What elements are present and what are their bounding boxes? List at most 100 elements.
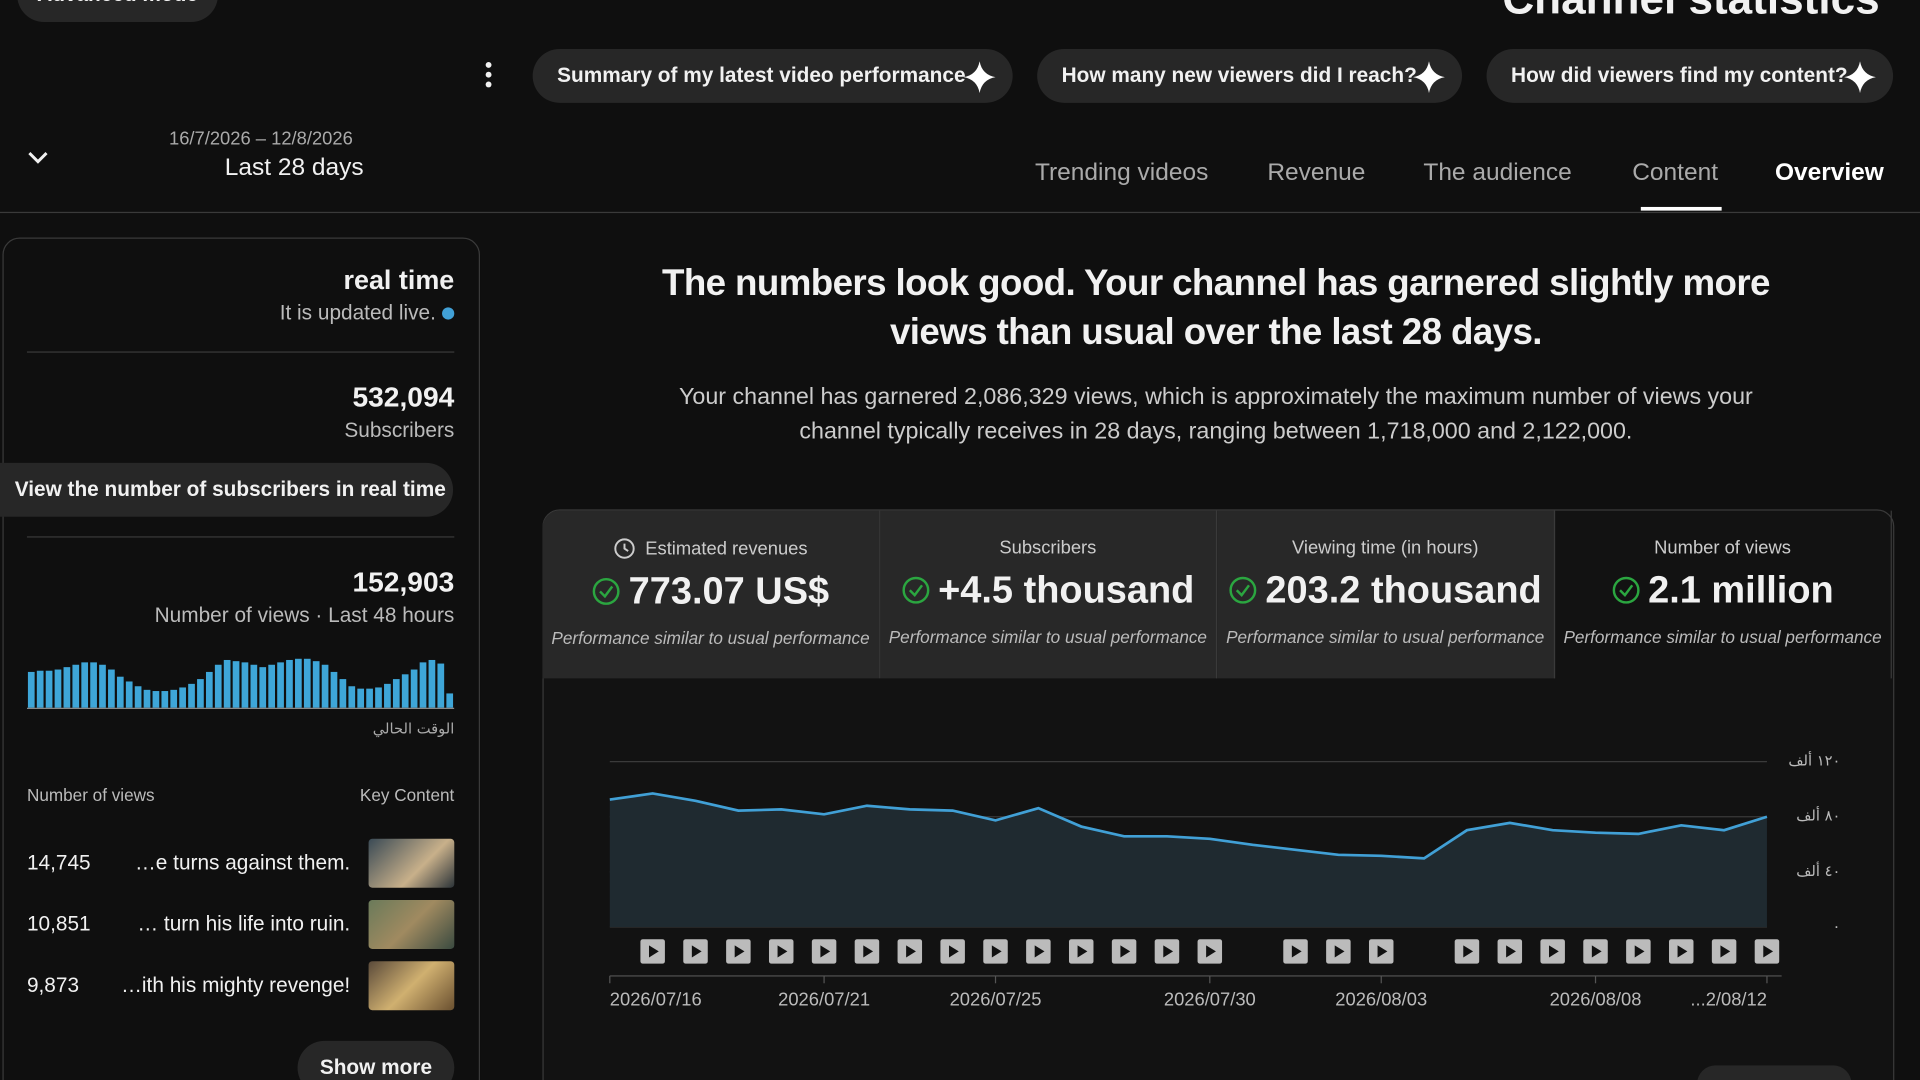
video-marker[interactable] — [1368, 939, 1394, 964]
tab[interactable]: The audience — [1423, 159, 1572, 187]
realtime-subscribers-button[interactable]: View the number of subscribers in real t… — [0, 462, 454, 517]
chart: ٠ ٤٠ ألف ٨٠ ألف ١٢٠ ألف 2026/07/16 2026/07/21… — [609, 751, 1841, 1009]
video-marker[interactable] — [640, 939, 665, 964]
video-marker[interactable] — [1626, 939, 1651, 964]
metric-label: Number of views — [1654, 537, 1791, 559]
tab[interactable]: Revenue — [1267, 159, 1366, 187]
sparkline-bar — [232, 661, 240, 708]
video-marker[interactable] — [1154, 939, 1180, 964]
subscriber-label: Subscribers — [344, 418, 455, 443]
sparkline-bar — [384, 683, 391, 708]
sparkline-bar — [303, 658, 311, 708]
sparkline-bar — [357, 688, 365, 708]
video-title: …e turns against them. — [134, 851, 351, 875]
video-marker[interactable] — [1668, 939, 1694, 964]
thumbnail — [368, 838, 455, 888]
sparkline-bar — [428, 659, 436, 708]
x-tick-label: 2026/07/21 — [778, 988, 870, 1009]
video-marker[interactable] — [940, 939, 965, 964]
video-marker[interactable] — [683, 939, 708, 964]
content-row[interactable]: 14,745 …e turns against them. — [26, 838, 455, 888]
video-marker[interactable] — [897, 939, 923, 964]
date-range: 16/7/2026 – 12/8/2026 — [168, 128, 353, 150]
sparkline-bar — [348, 686, 356, 708]
sparkle-icon — [1844, 61, 1876, 94]
sparkline-bar — [375, 687, 382, 708]
video-marker[interactable] — [983, 939, 1008, 964]
sparkline-bar — [312, 661, 320, 708]
video-marker[interactable] — [1283, 939, 1308, 964]
sparkline-bar — [63, 667, 71, 708]
video-marker[interactable] — [1068, 939, 1094, 964]
metric-label-row: Subscribers — [880, 538, 1216, 559]
more-button[interactable] — [1697, 1065, 1852, 1080]
video-marker[interactable] — [811, 939, 837, 964]
metric-card[interactable]: Viewing time (in hours) 203.2 thousand Per… — [1217, 510, 1555, 679]
metric-card[interactable]: Number of views 2.1 million Performance si… — [1555, 510, 1892, 679]
sparkline-bar — [250, 664, 258, 708]
sparkline-label: الوقت الحالي — [373, 720, 454, 737]
thumbnail — [368, 961, 455, 1011]
video-title: …ith his mighty revenge! — [121, 973, 351, 997]
video-marker[interactable] — [1540, 939, 1565, 964]
check-icon — [1612, 576, 1640, 604]
views-label: Number of views · Last 48 hours — [154, 603, 455, 627]
x-tick-label: 2026/08/03 — [1335, 988, 1427, 1009]
x-tick-label: 2026/07/30 — [1164, 988, 1256, 1009]
view-count: 14,745 — [26, 851, 91, 875]
video-marker[interactable] — [1497, 939, 1523, 964]
video-marker[interactable] — [1711, 939, 1737, 964]
sparkline-bar — [134, 686, 142, 708]
suggestion[interactable]: How did viewers find my content? — [1486, 48, 1894, 103]
video-marker[interactable] — [1454, 939, 1480, 964]
metric-value-row: 2.1 million — [1555, 568, 1891, 612]
summary-headline: The numbers look good. Your channel has … — [661, 263, 1770, 353]
metric-card[interactable]: Subscribers +4.5 thousand Performance simi… — [879, 510, 1218, 679]
metric-label-row: Estimated revenues — [542, 538, 878, 560]
advanced-mode-button[interactable]: Advanced mode — [17, 0, 218, 23]
view-count: 9,873 — [26, 973, 80, 997]
column-header: Key Content — [359, 784, 455, 805]
video-marker[interactable] — [768, 939, 794, 964]
metric-value: 203.2 thousand — [1265, 568, 1542, 612]
check-icon — [593, 577, 621, 605]
show-more-button[interactable]: Show more — [297, 1040, 455, 1080]
line — [609, 792, 1768, 860]
sparkline-bar — [99, 664, 106, 708]
more-menu[interactable] — [480, 60, 497, 89]
sparkline-bar — [277, 662, 284, 708]
video-marker[interactable] — [726, 939, 751, 964]
y-tick-label: ٠ — [1833, 918, 1841, 935]
video-marker[interactable] — [1326, 939, 1351, 964]
date-dropdown[interactable] — [27, 149, 49, 166]
x-tick-label: ...2/08/12 — [1690, 988, 1767, 1009]
metric-label-row: Number of views — [1555, 538, 1891, 559]
suggestion[interactable]: Summary of my latest video performance — [532, 48, 1013, 103]
views-count: 152,903 — [352, 565, 455, 598]
metric-value: 773.07 US$ — [628, 569, 830, 613]
video-marker[interactable] — [854, 939, 880, 964]
video-marker[interactable] — [1754, 939, 1780, 964]
sparkline-bar — [286, 659, 293, 708]
tab[interactable]: Content — [1632, 159, 1719, 187]
tab[interactable]: Trending videos — [1034, 159, 1209, 187]
metric-note: Performance similar to usual performance — [1563, 626, 1882, 647]
sparkline-bar — [223, 659, 231, 708]
suggestion[interactable]: How many new viewers did I reach? — [1037, 48, 1463, 103]
video-marker[interactable] — [1026, 939, 1051, 964]
metric-card[interactable]: Estimated revenues 773.07 US$ Performance … — [542, 510, 880, 679]
sparkle-icon — [1413, 61, 1445, 94]
content-row[interactable]: 10,851 … turn his life into ruin. — [27, 900, 455, 949]
sparkline-bar — [339, 679, 347, 708]
content-row[interactable]: 9,873 …ith his mighty revenge! — [26, 961, 455, 1011]
sparkline-bar — [45, 670, 53, 708]
video-marker[interactable] — [1583, 939, 1608, 964]
video-marker[interactable] — [1197, 939, 1223, 964]
suggestion-text: How many new viewers did I reach? — [1061, 63, 1417, 87]
video-marker[interactable] — [1111, 939, 1137, 964]
y-tick-label: ٨٠ ألف — [1796, 806, 1840, 825]
sparkline-bar — [108, 669, 115, 708]
tab[interactable]: Overview — [1774, 159, 1884, 187]
metric-value: +4.5 thousand — [938, 568, 1195, 612]
